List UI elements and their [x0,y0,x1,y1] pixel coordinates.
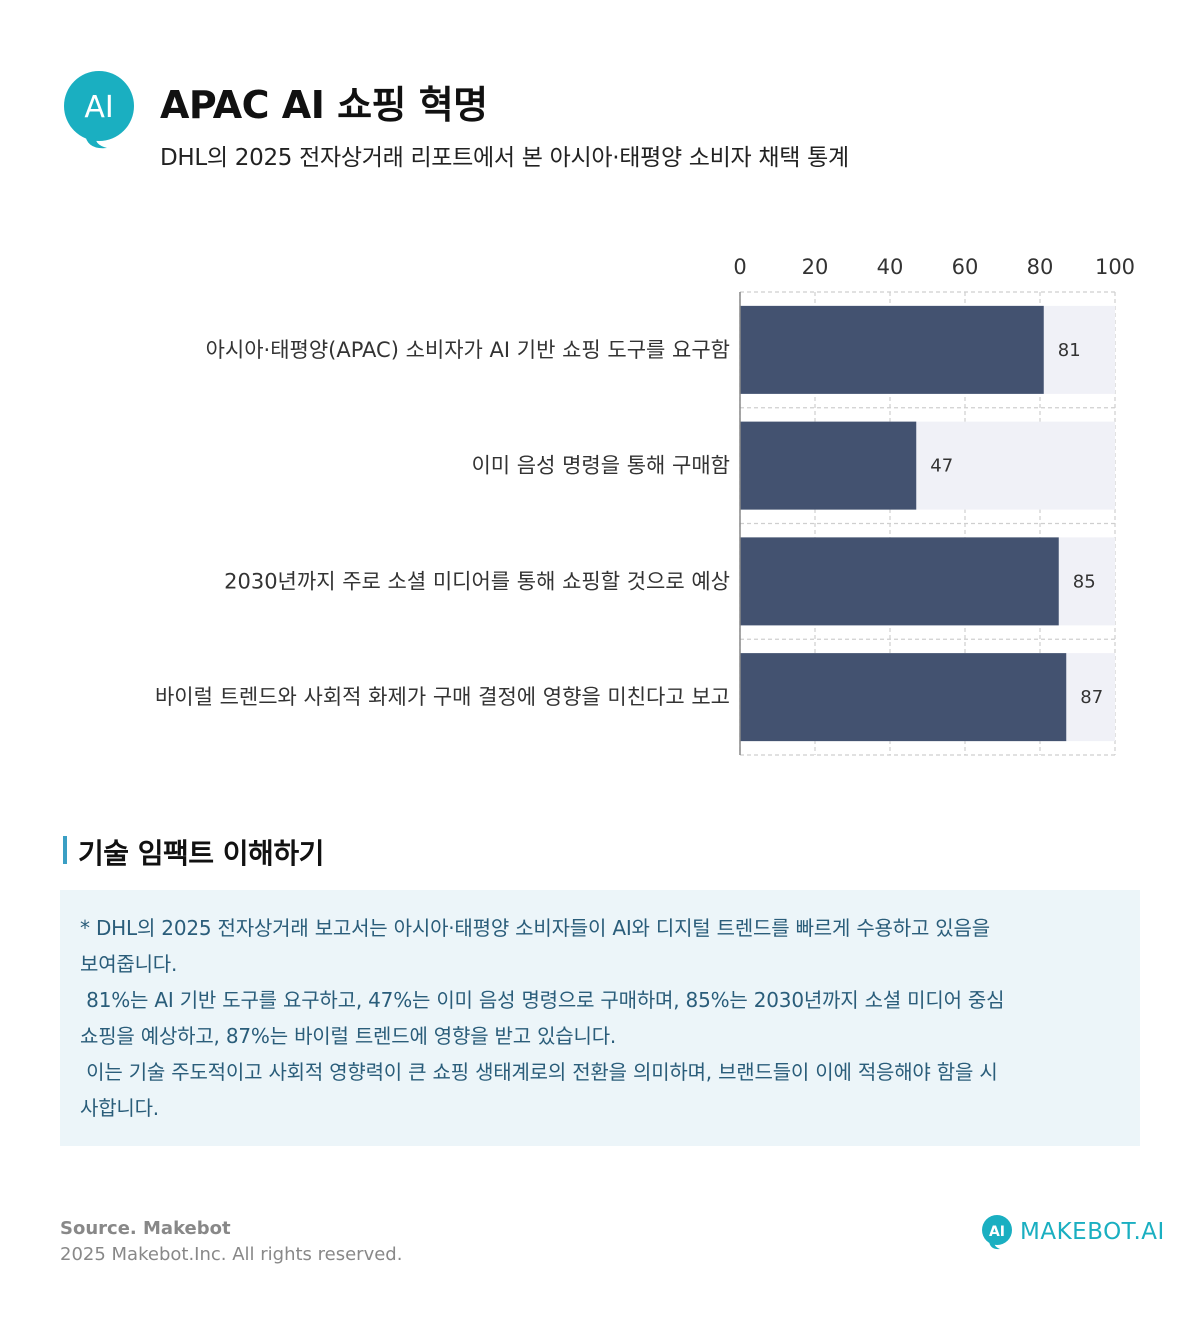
makebot-logo-icon: AI [982,1215,1012,1250]
category-label: 2030년까지 주로 소셜 미디어를 통해 쇼핑할 것으로 예상 [224,569,730,593]
ai-logo-icon: AI [64,71,134,149]
page-subtitle: DHL의 2025 전자상거래 리포트에서 본 아시아·태평양 소비자 채택 통… [160,145,849,171]
x-tick-label: 20 [802,255,829,279]
copyright-text: 2025 Makebot.Inc. All rights reserved. [60,1244,403,1265]
bar-value-label: 47 [930,456,953,477]
category-label: 아시아·태평양(APAC) 소비자가 AI 기반 쇼핑 도구를 요구함 [206,338,730,362]
category-label: 바이럴 트렌드와 사회적 화제가 구매 결정에 영향을 미친다고 보고 [155,685,730,709]
insight-line: 이는 기술 주도적이고 사회적 영향력이 큰 쇼핑 생태계로의 전환을 의미하며… [80,1060,998,1084]
bar [740,421,917,510]
insight-heading: 기술 임팩트 이해하기 [78,837,324,870]
x-tick-label: 60 [952,255,979,279]
bar-value-label: 85 [1073,571,1096,592]
bar-value-label: 87 [1080,687,1103,708]
insight-box: * DHL의 2025 전자상거래 보고서는 아시아·태평양 소비자들이 AI와… [60,890,1140,1146]
x-tick-label: 40 [877,255,904,279]
brand-icon-text: AI [989,1224,1005,1240]
section-accent-bar [63,836,67,864]
bars [740,305,1067,742]
category-label: 이미 음성 명령을 통해 구매함 [471,454,730,478]
brand-logo: AI MAKEBOT.AI [980,1214,1165,1250]
insight-line: 쇼핑을 예상하고, 87%는 바이럴 트렌드에 영향을 받고 있습니다. [80,1024,617,1048]
insight-line: 보여줍니다. [80,952,178,976]
source-text: Source. Makebot [60,1218,231,1239]
x-tick-label: 80 [1027,255,1054,279]
logo-text: AI [84,90,113,125]
insight-line: 사합니다. [80,1096,159,1120]
bar [740,537,1059,626]
bar-value-label: 81 [1058,340,1081,361]
bar [740,305,1044,394]
bar [740,653,1067,742]
x-tick-label: 0 [733,255,746,279]
brand-text: MAKEBOT.AI [1020,1219,1165,1245]
page-title: APAC AI 쇼핑 혁명 [160,83,488,127]
insight-line: 81%는 AI 기반 도구를 요구하고, 47%는 이미 음성 명령으로 구매하… [80,988,1005,1012]
bar-chart: 0 20 40 60 80 100 81 아시아·태평양(APAC) 소비자가 AI 기반 쇼… [155,255,1135,756]
x-tick-label: 100 [1095,255,1135,279]
insight-line: * DHL의 2025 전자상거래 보고서는 아시아·태평양 소비자들이 AI와… [80,916,990,940]
chart-labels: 0 20 40 60 80 100 81 아시아·태평양(APAC) 소비자가 AI 기반 쇼… [155,255,1135,709]
